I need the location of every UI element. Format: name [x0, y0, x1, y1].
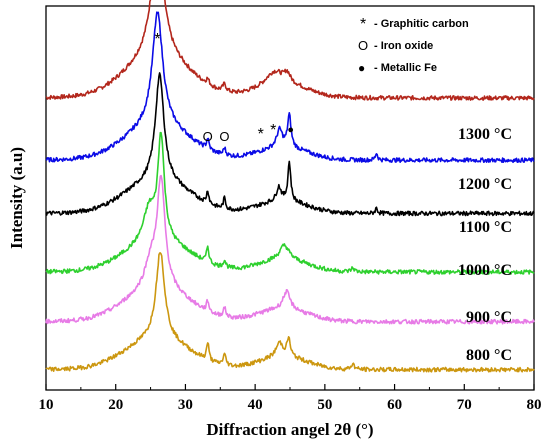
- x-tick-label-40: 40: [248, 397, 263, 413]
- series-labels: 1300 °C 1200 °C 1100 °C 1000 °C 900 °C 800 °C: [458, 126, 512, 364]
- series-label-1100c: 1100 °C: [459, 219, 512, 236]
- x-tick-label-30: 30: [178, 397, 193, 413]
- x-tick-label-10: 10: [39, 397, 54, 413]
- legend-symbol-iron-oxide: O: [358, 38, 368, 53]
- x-tick-label-80: 80: [527, 397, 542, 413]
- x-tick-label-20: 20: [108, 397, 123, 413]
- peak-marker-4: *: [270, 122, 276, 139]
- series-line-1200c: [45, 11, 535, 164]
- peak-marker-5: ●: [287, 124, 294, 136]
- legend: * - Graphitic carbon O - Iron oxide ● - …: [358, 16, 469, 75]
- plot-area: [45, 5, 535, 391]
- series-line-800c: [45, 252, 535, 373]
- series-label-1200c: 1200 °C: [458, 176, 512, 193]
- series-layer: [45, 0, 535, 373]
- series-label-900c: 900 °C: [466, 309, 512, 326]
- series-line-900c: [45, 174, 535, 325]
- peak-marker-2: O: [219, 129, 229, 144]
- series-line-1100c: [45, 72, 535, 217]
- peak-marker-3: *: [258, 126, 264, 143]
- series-line-1000c: [45, 131, 535, 275]
- peak-annotations: * O O * * ●: [154, 31, 294, 144]
- peak-marker-1: O: [203, 129, 213, 144]
- legend-label-iron-oxide: - Iron oxide: [374, 40, 433, 52]
- y-axis-title: Intensity (a.u): [7, 147, 26, 249]
- series-line-1300c: [45, 0, 535, 101]
- x-axis-title: Diffraction angel 2θ (°): [206, 420, 373, 439]
- series-label-1300c: 1300 °C: [458, 126, 512, 143]
- series-label-800c: 800 °C: [466, 347, 512, 364]
- peak-marker-0: *: [154, 31, 160, 48]
- x-tick-label-70: 70: [457, 397, 472, 413]
- legend-label-graphitic: - Graphitic carbon: [374, 18, 469, 30]
- legend-symbol-metallic-fe: ●: [358, 61, 365, 75]
- x-axis: 10 20 30 40 50 60 70 80: [39, 384, 542, 413]
- x-tick-label-50: 50: [317, 397, 332, 413]
- x-tick-label-60: 60: [387, 397, 402, 413]
- series-label-1000c: 1000 °C: [458, 262, 512, 279]
- legend-label-metallic-fe: - Metallic Fe: [374, 62, 437, 74]
- plot-frame: [45, 5, 535, 391]
- legend-symbol-graphitic: *: [360, 16, 366, 33]
